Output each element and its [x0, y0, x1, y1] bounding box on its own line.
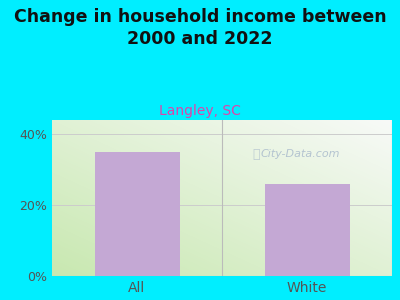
Bar — [264, 184, 350, 276]
Text: Change in household income between
2000 and 2022: Change in household income between 2000 … — [14, 8, 386, 48]
Text: ⓘ: ⓘ — [252, 148, 260, 161]
Bar — [94, 152, 180, 276]
Text: Langley, SC: Langley, SC — [159, 103, 241, 118]
Text: City-Data.com: City-Data.com — [260, 149, 340, 159]
